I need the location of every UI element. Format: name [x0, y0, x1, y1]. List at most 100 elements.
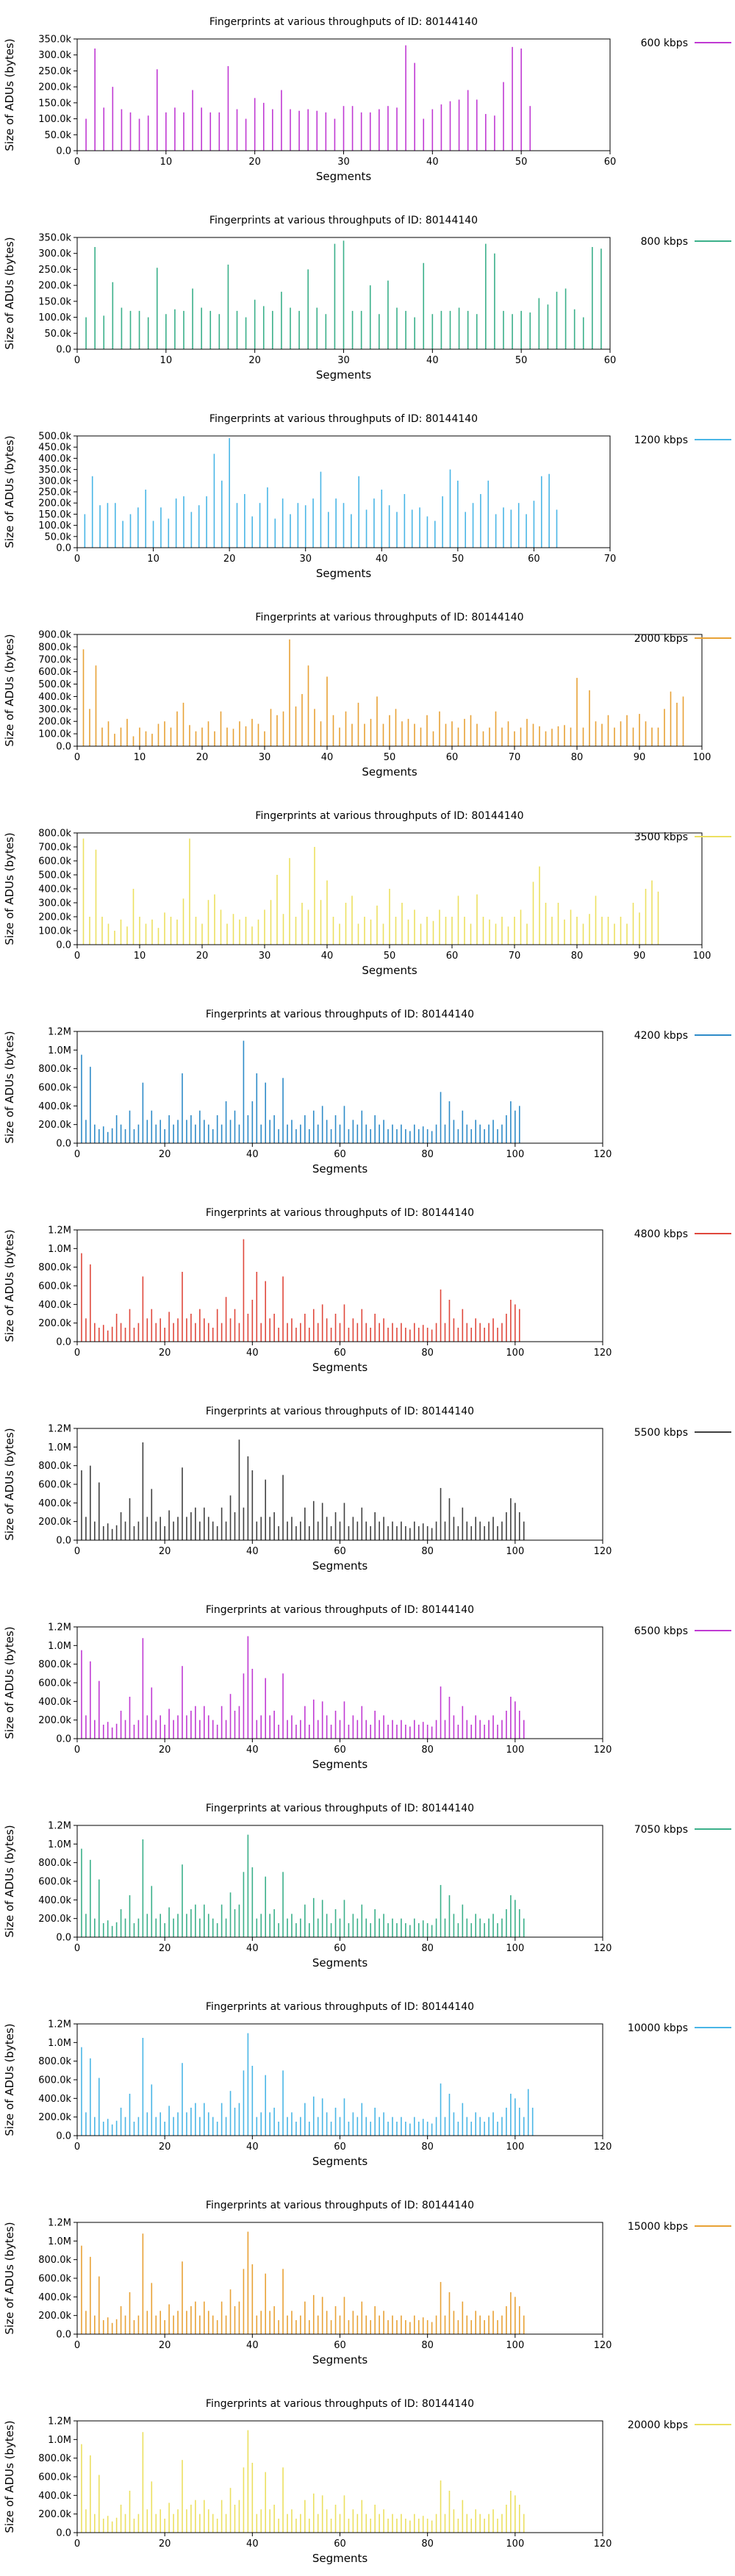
y-tick-label: 600.0k [38, 856, 71, 867]
y-tick-label: 0.0 [56, 1536, 71, 1547]
bar-series [81, 2033, 534, 2136]
y-tick-label: 600.0k [38, 1281, 71, 1292]
y-tick-label: 200.0k [38, 281, 71, 292]
x-tick-label: 60 [334, 1943, 346, 1954]
x-tick-label: 80 [421, 1943, 434, 1954]
y-tick-label: 200.0k [38, 2311, 71, 2322]
y-tick-label: 150.0k [38, 296, 71, 307]
legend-label: 4200 kbps [634, 1030, 688, 1042]
y-tick-label: 1.2M [48, 2019, 71, 2031]
x-tick-label: 100 [506, 2142, 524, 2153]
y-tick-label: 400.0k [38, 1697, 71, 1708]
x-tick-label: 100 [506, 2539, 524, 2550]
y-tick-label: 1.0M [48, 1442, 71, 1453]
bar-series [81, 1239, 520, 1342]
bar-series [81, 2430, 525, 2533]
x-tick-label: 40 [246, 2340, 259, 2351]
y-tick-label: 100.0k [38, 114, 71, 125]
chart-panel-1: Fingerprints at various throughputs of I… [3, 16, 731, 183]
y-tick-label: 600.0k [38, 2274, 71, 2285]
x-tick-label: 10 [160, 355, 173, 366]
y-tick-label: 600.0k [38, 2075, 71, 2086]
y-tick-label: 150.0k [38, 509, 71, 520]
y-tick-label: 400.0k [38, 1498, 71, 1509]
chart-panel-2: Fingerprints at various throughputs of I… [3, 215, 731, 382]
x-tick-label: 0 [74, 1943, 80, 1954]
y-tick-label: 400.0k [38, 2491, 71, 2502]
legend: 7050 kbps [634, 1824, 731, 1836]
bar-series [85, 45, 531, 151]
y-tick-label: 400.0k [38, 692, 71, 703]
x-tick-label: 40 [426, 157, 439, 168]
y-tick-label: 900.0k [38, 630, 71, 641]
y-tick-label: 200.0k [38, 1715, 71, 1726]
y-tick-label: 300.0k [38, 476, 71, 487]
y-tick-label: 800.0k [38, 2056, 71, 2067]
x-tick-label: 50 [452, 554, 465, 565]
x-tick-label: 60 [446, 951, 459, 962]
y-axis: 0.0100.0k200.0k300.0k400.0k500.0k600.0k7… [38, 630, 77, 753]
y-tick-label: 200.0k [38, 82, 71, 93]
x-tick-label: 40 [321, 951, 334, 962]
x-axis-label: Segments [362, 765, 417, 779]
y-tick-label: 800.0k [38, 2255, 71, 2266]
x-tick-label: 40 [426, 355, 439, 366]
x-axis: 0 10 20 30 40 50 60 70 80 90 100 [74, 746, 711, 763]
chart-panel-9: Fingerprints at various throughputs of I… [3, 1604, 731, 1771]
y-tick-label: 800.0k [38, 829, 71, 840]
bar-series [81, 1834, 525, 1937]
x-tick-label: 40 [246, 1546, 259, 1557]
y-tick-label: 0.0 [56, 345, 71, 356]
x-axis-label: Segments [362, 964, 417, 977]
x-tick-label: 40 [246, 1149, 259, 1160]
bar-series [81, 2231, 525, 2334]
x-tick-label: 40 [321, 752, 334, 763]
x-axis: 0 20 40 60 80 100 120 [74, 2334, 612, 2351]
y-tick-label: 50.0k [45, 329, 72, 340]
x-tick-label: 50 [515, 355, 528, 366]
y-tick-label: 400.0k [38, 1101, 71, 1112]
y-tick-label: 600.0k [38, 1877, 71, 1888]
x-tick-label: 100 [693, 752, 711, 763]
y-tick-label: 1.0M [48, 2435, 71, 2446]
x-tick-label: 60 [604, 157, 617, 168]
chart-panel-11: Fingerprints at various throughputs of I… [3, 2001, 731, 2168]
y-axis: 0.0 200.0k 400.0k 600.0k 800.0k 1.0M 1.2M [38, 1622, 77, 1745]
y-tick-label: 800.0k [38, 1262, 71, 1273]
x-tick-label: 60 [334, 2142, 346, 2153]
x-tick-label: 40 [246, 1943, 259, 1954]
x-axis-label: Segments [316, 170, 372, 183]
legend: 2000 kbps [634, 633, 731, 645]
legend-label: 15000 kbps [628, 2221, 688, 2233]
x-tick-label: 10 [134, 951, 146, 962]
x-tick-label: 20 [196, 752, 209, 763]
x-axis-label: Segments [316, 368, 372, 382]
x-tick-label: 60 [604, 355, 617, 366]
chart-title: Fingerprints at various throughputs of I… [255, 612, 523, 623]
y-axis-label: Size of ADUs (bytes) [3, 2420, 16, 2533]
y-tick-label: 800.0k [38, 1659, 71, 1670]
chart-title: Fingerprints at various throughputs of I… [209, 16, 478, 28]
chart-title: Fingerprints at various throughputs of I… [206, 1009, 474, 1020]
y-axis: 0.0 200.0k 400.0k 600.0k 800.0k 1.0M 1.2M [38, 1027, 77, 1150]
x-axis: 0 20 40 60 80 100 120 [74, 1342, 612, 1359]
y-axis-label: Size of ADUs (bytes) [3, 2222, 16, 2334]
x-tick-label: 0 [74, 1149, 80, 1160]
y-tick-label: 350.0k [38, 35, 71, 46]
y-tick-label: 100.0k [38, 729, 71, 740]
y-axis: 0.0100.0k200.0k300.0k400.0k500.0k600.0k7… [38, 829, 77, 951]
x-tick-label: 120 [594, 2340, 612, 2351]
x-axis: 0 20 40 60 80 100 120 [74, 1540, 612, 1557]
legend: 600 kbps [641, 37, 731, 49]
y-tick-label: 250.0k [38, 265, 71, 276]
y-tick-label: 200.0k [38, 1120, 71, 1131]
chart-title: Fingerprints at various throughputs of I… [206, 1207, 474, 1219]
x-tick-label: 20 [159, 1745, 171, 1756]
bar-series [82, 838, 659, 945]
x-tick-label: 80 [421, 1745, 434, 1756]
y-tick-label: 350.0k [38, 465, 71, 476]
x-axis-label: Segments [316, 567, 372, 580]
chart-title: Fingerprints at various throughputs of I… [209, 215, 478, 226]
chart-panel-4: Fingerprints at various throughputs of I… [3, 612, 731, 779]
chart-panel-13: Fingerprints at various throughputs of I… [3, 2398, 731, 2565]
